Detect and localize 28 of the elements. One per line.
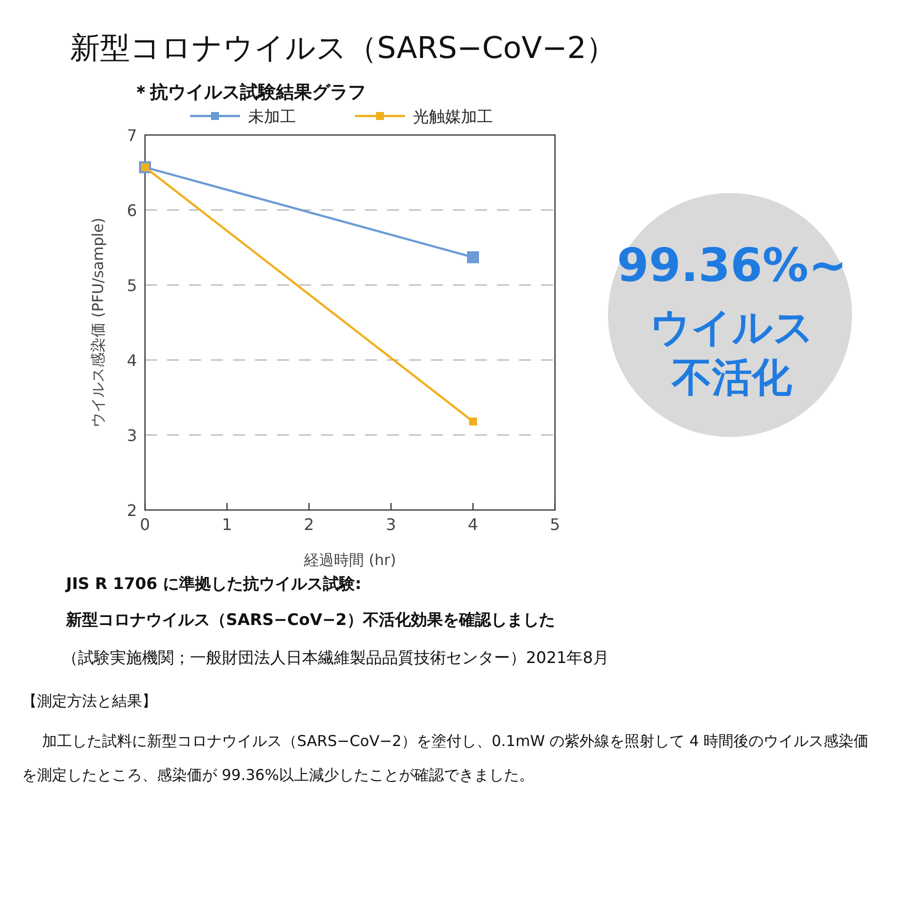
annotation: 99.36%~	[616, 238, 848, 292]
x-tick-label: 0	[140, 515, 150, 534]
y-tick-label: 2	[126, 501, 137, 520]
annotation: 不活化	[670, 354, 793, 403]
x-axis-title: 経過時間 (hr)	[302, 551, 396, 569]
y-axis-title: ウイルス感染価 (PFU/sample)	[89, 218, 107, 428]
annotation: 【測定方法と結果】	[22, 692, 157, 711]
annotation: 新型コロナウイルス（SARS−CoV−2）不活化効果を確認しました	[66, 610, 555, 631]
legend-label: 未加工	[248, 107, 296, 126]
y-tick-label: 5	[126, 276, 137, 295]
x-tick-label: 4	[468, 515, 478, 534]
annotation: ウイルス	[649, 304, 815, 353]
x-tick-label: 3	[386, 515, 396, 534]
x-tick-label: 5	[550, 515, 560, 534]
legend-label: 光触媒加工	[413, 107, 493, 126]
y-tick-label: 4	[126, 351, 137, 370]
y-tick-label: 3	[126, 426, 137, 445]
subtitle: ＊抗ウイルス試験結果グラフ	[132, 81, 366, 104]
y-tick-label: 7	[126, 126, 137, 145]
title: 新型コロナウイルス（SARS−CoV−2）	[70, 30, 616, 68]
x-tick-label: 1	[222, 515, 232, 534]
annotation: （試験実施機関；一般財団法人日本繊維製品品質技術センター）2021年8月	[62, 648, 609, 669]
annotation: JIS R 1706 に準拠した抗ウイルス試験:	[66, 574, 362, 595]
x-tick-label: 2	[304, 515, 314, 534]
point	[467, 251, 479, 264]
y-tick-label: 6	[126, 201, 137, 220]
point	[469, 418, 477, 426]
annotation: 加工した試料に新型コロナウイルス（SARS−CoV−2）を塗付し、0.1mW の紫外線を照射して 4 時間後のウイルス感染価を測定したところ、感染価が 99.36%以上減少したことが確認できました。	[22, 731, 870, 786]
